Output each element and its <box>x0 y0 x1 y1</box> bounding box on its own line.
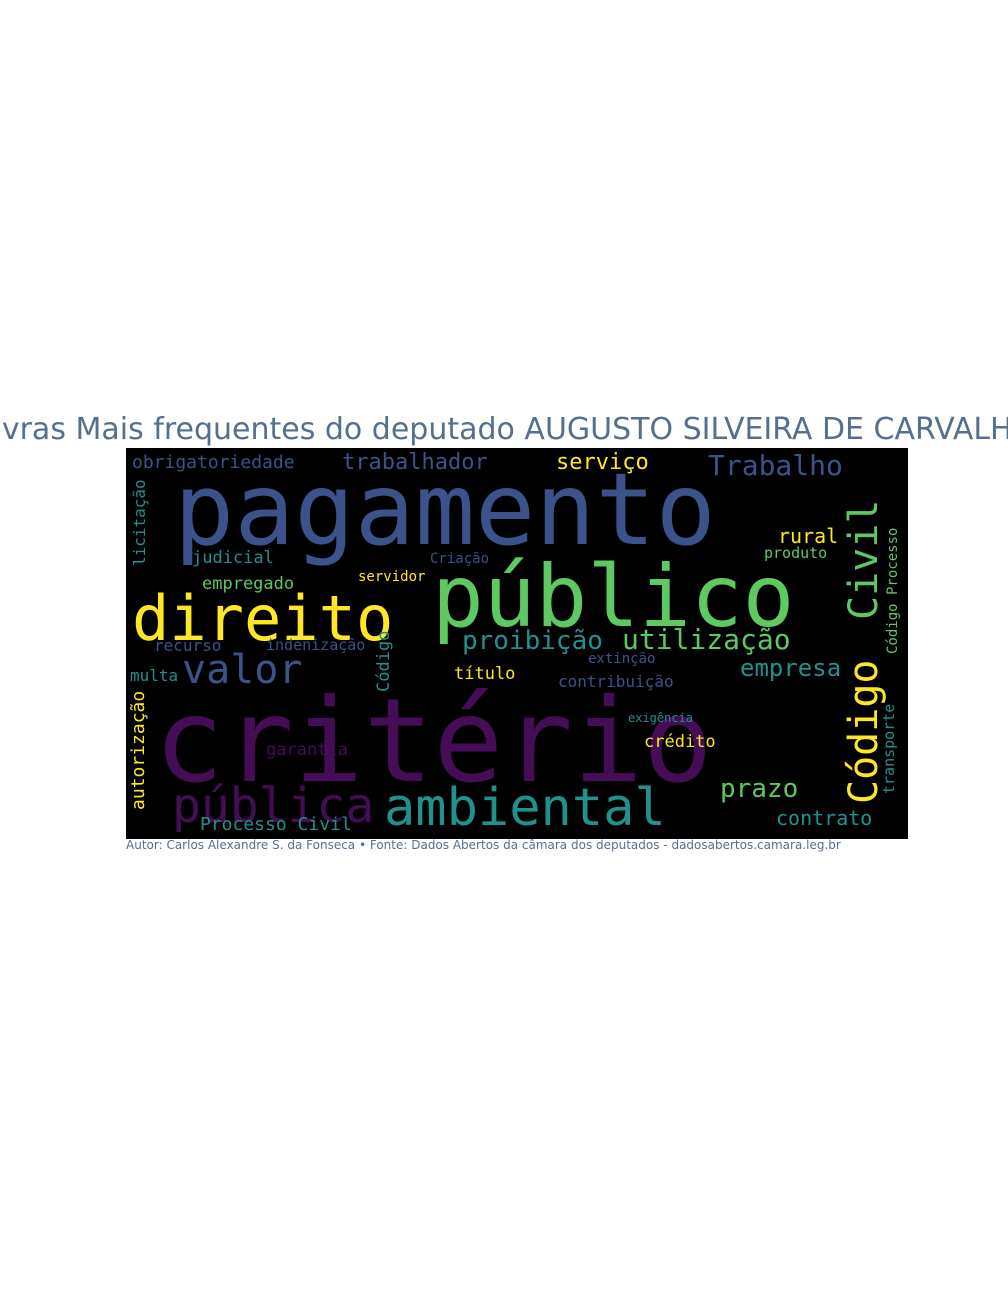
word-utilizacao: utilização <box>622 623 791 656</box>
word-codigo-vertical: Código <box>841 659 887 805</box>
word-autorizacao: autorização <box>128 690 149 810</box>
word-judicial: judicial <box>192 548 274 568</box>
word-titulo: título <box>454 664 516 684</box>
word-empresa: empresa <box>740 654 842 682</box>
word-trabalhador: trabalhador <box>342 450 488 475</box>
word-prazo: prazo <box>720 774 799 804</box>
word-proibicao: proibição <box>462 626 603 656</box>
word-valor: valor <box>182 647 303 693</box>
word-servidor: servidor <box>358 569 426 585</box>
word-produto: produto <box>764 544 828 562</box>
word-cloud: critério pagamento público direito ambie… <box>126 448 908 839</box>
word-transporte: transporte <box>880 703 898 794</box>
word-trabalho: Trabalho <box>708 449 843 482</box>
word-civil-vertical: Civil <box>841 499 887 620</box>
chart-title: Palavras Mais frequentes do deputado AUG… <box>0 412 1008 447</box>
word-ambiental: ambiental <box>384 778 666 838</box>
word-empregado: empregado <box>202 574 295 594</box>
word-recurso: recurso <box>154 636 222 655</box>
word-direito: direito <box>132 582 394 655</box>
word-pagamento: pagamento <box>174 451 716 568</box>
word-codigo-processo: Código Processo <box>885 527 901 654</box>
word-licitacao: licitação <box>130 479 149 566</box>
word-contribuicao: contribuição <box>558 672 674 691</box>
word-servico: serviço <box>556 450 649 475</box>
word-garantia: garantia <box>266 740 348 760</box>
word-rural: rural <box>778 524 839 548</box>
word-publico: público <box>432 547 795 647</box>
word-criterio: critério <box>154 674 713 809</box>
word-obrigatoriedade: obrigatoriedade <box>132 452 295 473</box>
word-credito: crédito <box>644 732 716 752</box>
word-multa: multa <box>130 666 179 685</box>
word-indenizacao: indenização <box>266 636 366 654</box>
word-extincao: extinção <box>588 651 656 667</box>
word-contrato: contrato <box>776 806 873 830</box>
word-criacao: Criação <box>430 551 490 567</box>
word-codigo-small-vertical: Código <box>374 630 394 692</box>
caption: Autor: Carlos Alexandre S. da Fonseca • … <box>126 838 841 852</box>
word-exigencia: exigência <box>628 711 694 725</box>
word-processo-civil: Processo Civil <box>200 814 352 835</box>
word-publica: pública <box>172 778 375 834</box>
